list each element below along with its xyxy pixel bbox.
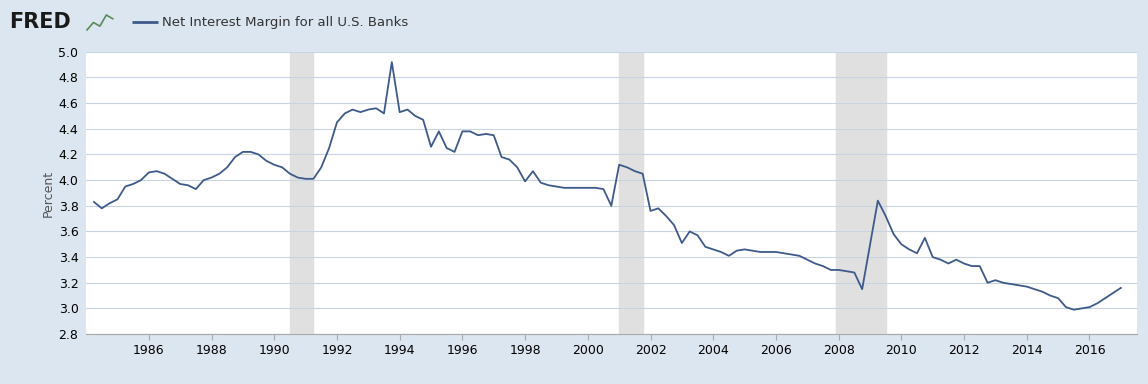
Bar — [619, 52, 643, 334]
Y-axis label: Percent: Percent — [41, 169, 54, 217]
Bar — [290, 52, 313, 334]
Text: Net Interest Margin for all U.S. Banks: Net Interest Margin for all U.S. Banks — [162, 16, 409, 28]
Text: FRED: FRED — [9, 12, 71, 32]
Bar — [836, 52, 885, 334]
